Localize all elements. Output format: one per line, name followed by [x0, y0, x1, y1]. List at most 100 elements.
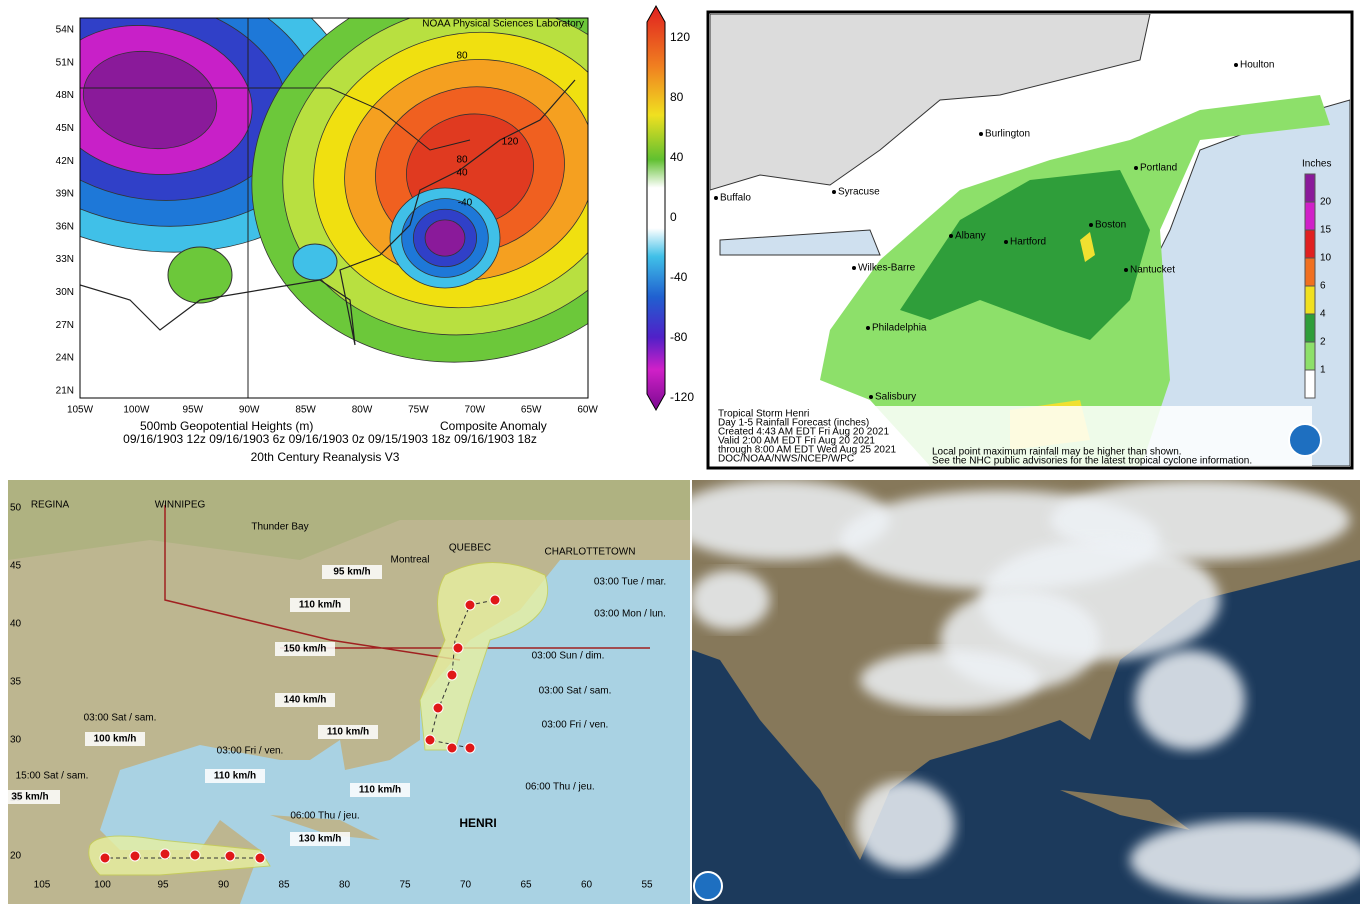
lat-label: 54N	[56, 25, 74, 36]
colorbar-label: 120	[670, 30, 690, 44]
panel-frame	[706, 10, 1354, 470]
map-area	[710, 14, 1350, 466]
wind-label: 100 km/h	[94, 734, 137, 745]
city-label: Hartford	[1010, 237, 1046, 248]
lon-label: 85W	[295, 405, 316, 416]
colorbar	[646, 4, 666, 412]
storm-icon	[129, 850, 141, 862]
city-dot	[979, 132, 983, 136]
lat-label: 50	[10, 503, 22, 514]
time-label: 03:00 Sat / sam.	[84, 713, 157, 724]
lon-label: 85	[278, 880, 290, 891]
wind-box	[275, 693, 335, 707]
map-source: NOAA Physical Sciences Laboratory	[422, 19, 584, 30]
city-dot	[1089, 223, 1093, 227]
map-subtitle: Composite Anomaly	[440, 419, 547, 433]
legend-swatch	[1304, 285, 1316, 315]
place-label: Thunder Bay	[251, 522, 308, 533]
track-panel: WINNIPEG Thunder Bay Montreal QUEBEC CHARLOT…	[0, 480, 690, 904]
wind-box	[290, 598, 350, 612]
lat-label: 21N	[56, 385, 74, 396]
map-area	[692, 480, 1360, 904]
lon-label: 80W	[352, 405, 373, 416]
lat-label: 45	[10, 561, 22, 572]
map-area	[80, 18, 588, 398]
lon-label: 55	[641, 880, 653, 891]
wind-label: 130 km/h	[299, 834, 342, 845]
canada-land	[710, 14, 1151, 191]
lat-label: 20	[10, 851, 22, 862]
legend-title: Inches	[1302, 159, 1331, 170]
cloud	[1130, 820, 1360, 900]
cloud	[692, 570, 770, 630]
legend-swatch	[1304, 257, 1316, 287]
anomaly-contour	[167, 246, 233, 304]
city-label: Albany	[955, 231, 986, 242]
time-label: 06:00 Thu / jeu.	[290, 811, 359, 822]
place-label: Montreal	[391, 555, 430, 566]
wind-label: 95 km/h	[333, 567, 370, 578]
legend-label: 1	[1320, 365, 1326, 376]
wind-box	[350, 783, 410, 797]
storm-icon	[464, 599, 476, 611]
storm-icon	[452, 642, 464, 654]
city-label: Philadelphia	[872, 323, 927, 334]
info-line: Created 4:43 AM EDT Fri Aug 20 2021	[718, 427, 889, 438]
storm-icon	[254, 852, 266, 864]
city-dot	[869, 395, 873, 399]
colorbar-label: 0	[670, 210, 677, 224]
legend-swatch	[1304, 369, 1316, 399]
city-label: Portland	[1140, 163, 1177, 174]
lat-label: 42N	[56, 156, 74, 167]
place-label: WINNIPEG	[155, 500, 206, 511]
wind-box	[0, 790, 60, 804]
noaa-logo	[1288, 423, 1322, 457]
lon-label: 100W	[123, 405, 150, 416]
wind-box	[85, 732, 145, 746]
city-label: Syracuse	[838, 187, 880, 198]
info-box	[712, 406, 1312, 466]
lat-label: 40	[10, 619, 22, 630]
lon-label: 60	[581, 880, 593, 891]
wind-label: 110 km/h	[359, 785, 401, 796]
place-label: CHARLOTTETOWN	[545, 547, 636, 558]
lat-label: 45N	[56, 123, 74, 134]
land-north	[8, 480, 690, 560]
cloud	[860, 650, 1040, 710]
lon-label: 90W	[239, 405, 260, 416]
legend-label: 20	[1320, 197, 1332, 208]
coastline	[80, 79, 576, 346]
disclaimer: Local point maximum rainfall may be high…	[932, 447, 1182, 458]
storm-icon	[446, 742, 458, 754]
border	[80, 87, 471, 151]
map-frame	[79, 17, 589, 399]
legend-label: 6	[1320, 281, 1326, 292]
colorbar-label: 80	[670, 90, 684, 104]
map-dates: 09/16/1903 12z 09/16/1903 6z 09/16/1903 …	[123, 432, 537, 446]
satellite-panel	[692, 480, 1360, 904]
noaa-logo	[693, 871, 723, 901]
lat-label: 35	[10, 677, 22, 688]
city-label: Boston	[1095, 220, 1126, 231]
lat-label: 30	[10, 735, 22, 746]
storm-icon	[464, 742, 476, 754]
legend-swatch	[1304, 313, 1316, 343]
colorbar-label: -120	[670, 390, 694, 404]
storm-icon	[189, 849, 201, 861]
city-dot	[852, 266, 856, 270]
disclaimer: See the NHC public advisories for the la…	[932, 456, 1252, 467]
wind-box	[275, 642, 335, 656]
storm-icon	[432, 702, 444, 714]
lon-label: 100	[94, 880, 111, 891]
city-dot	[1124, 268, 1128, 272]
colorbar-label: -40	[670, 270, 688, 284]
info-line: through 8:00 AM EDT Wed Aug 25 2021	[718, 445, 897, 456]
legend-swatch	[1304, 229, 1316, 259]
city-dot	[832, 190, 836, 194]
lon-label: 75	[399, 880, 411, 891]
lon-label: 95	[157, 880, 169, 891]
lat-label: 27N	[56, 320, 74, 331]
lon-label: 90	[218, 880, 230, 891]
storm-icon	[99, 852, 111, 864]
wind-label: 35 km/h	[11, 792, 48, 803]
